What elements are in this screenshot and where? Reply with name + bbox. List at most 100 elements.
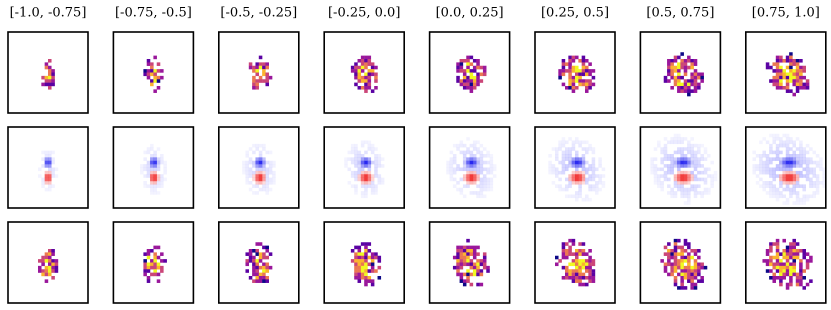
heatmap-cell <box>360 86 365 90</box>
heatmap-cell <box>575 79 579 83</box>
heatmap-cell <box>146 150 151 155</box>
heatmap-cell <box>581 181 586 185</box>
heatmap-cell <box>449 170 454 175</box>
heatmap-cell <box>472 269 477 273</box>
heatmap-cell <box>446 164 450 168</box>
heatmap-cell <box>581 140 586 145</box>
heatmap-cell <box>380 177 385 182</box>
heatmap-cell <box>160 252 164 256</box>
heatmap-cell <box>785 262 790 267</box>
heatmap-cell <box>785 197 790 202</box>
heatmap-cell <box>775 75 780 80</box>
heatmap-cell <box>466 157 470 161</box>
heatmap-cell <box>799 164 803 168</box>
heatmap-cell <box>765 184 770 188</box>
heatmap-cell <box>670 86 674 90</box>
heatmap-cell <box>479 272 484 277</box>
heatmap-cell <box>350 160 355 165</box>
heatmap-cell <box>680 184 684 188</box>
heatmap-cell <box>782 265 786 270</box>
heatmap-cell <box>690 62 694 66</box>
heatmap-cell <box>677 238 681 243</box>
heatmap-cell <box>486 167 490 172</box>
heatmap-cell <box>693 75 698 80</box>
heatmap-cell <box>568 177 572 182</box>
heatmap-cell <box>680 279 684 283</box>
heatmap-cell <box>809 259 813 263</box>
heatmap-cell <box>360 181 365 185</box>
heatmap-cell <box>252 69 256 73</box>
heatmap-cell <box>575 140 579 145</box>
heatmap-cell <box>802 150 806 155</box>
heatmap-cell <box>578 191 582 195</box>
heatmap-cell <box>687 177 691 182</box>
panel-frame <box>112 126 195 209</box>
heatmap-cell <box>357 69 362 73</box>
heatmap-cell <box>789 160 793 165</box>
heatmap-cell <box>687 259 691 263</box>
heatmap-cell <box>759 140 763 145</box>
heatmap-cell <box>354 164 358 168</box>
heatmap-cell <box>653 164 658 168</box>
heatmap-cell <box>350 174 355 178</box>
heatmap-cell <box>769 245 773 250</box>
heatmap-cell <box>258 252 263 256</box>
heatmap-cell <box>459 143 464 148</box>
panel-frame <box>7 221 89 304</box>
heatmap-cell <box>466 55 470 60</box>
heatmap-cell <box>472 265 477 270</box>
panel-frame <box>428 221 511 304</box>
heatmap-cell <box>354 252 358 256</box>
heatmap <box>38 249 59 283</box>
heatmap-cell <box>812 160 816 165</box>
heatmap-cell <box>367 242 372 246</box>
heatmap-cell <box>785 201 790 205</box>
heatmap-cell <box>697 82 701 87</box>
heatmap-cell <box>44 75 49 80</box>
heatmap-cell <box>466 86 470 90</box>
heatmap-cell <box>667 191 671 195</box>
heatmap-cell <box>792 160 796 165</box>
heatmap-cell <box>677 245 681 250</box>
heatmap-cell <box>48 181 52 185</box>
heatmap-cell <box>792 252 796 256</box>
heatmap-cell <box>687 164 691 168</box>
heatmap-cell <box>670 140 674 145</box>
heatmap-cell <box>667 140 671 145</box>
heatmap-cell <box>476 272 480 277</box>
heatmap-cell <box>456 252 460 256</box>
heatmap-cell <box>802 157 806 161</box>
heatmap-cell <box>792 164 796 168</box>
heatmap-cell <box>588 86 592 90</box>
heatmap-cell <box>262 279 266 283</box>
heatmap-cell <box>670 160 674 165</box>
heatmap-cell <box>571 177 576 182</box>
heatmap-cell <box>697 143 701 148</box>
heatmap-cell <box>578 282 582 287</box>
heatmap-cell <box>795 181 800 185</box>
heatmap-cell <box>585 140 589 145</box>
heatmap-cell <box>489 160 494 165</box>
heatmap-cell <box>360 255 365 260</box>
heatmap-cell <box>707 191 711 195</box>
heatmap-cell <box>670 194 674 199</box>
heatmap-cell <box>575 75 579 80</box>
heatmap-cell <box>687 245 691 250</box>
heatmap-cell <box>565 249 569 253</box>
heatmap-cell <box>769 170 773 175</box>
heatmap-cell <box>765 252 770 256</box>
panel-frame <box>218 31 300 114</box>
heatmap-cell <box>255 174 259 178</box>
heatmap-cell <box>551 170 556 175</box>
heatmap-cell <box>272 181 276 185</box>
heatmap-cell <box>795 194 800 199</box>
heatmap-cell <box>459 279 464 283</box>
heatmap-cell <box>677 72 681 77</box>
heatmap-cell <box>680 249 684 253</box>
heatmap-cell <box>377 265 382 270</box>
heatmap-cell <box>492 174 497 178</box>
heatmap-cell <box>693 191 698 195</box>
heatmap-cell <box>700 164 704 168</box>
heatmap-cell <box>150 272 154 277</box>
heatmap-cell <box>44 255 49 260</box>
